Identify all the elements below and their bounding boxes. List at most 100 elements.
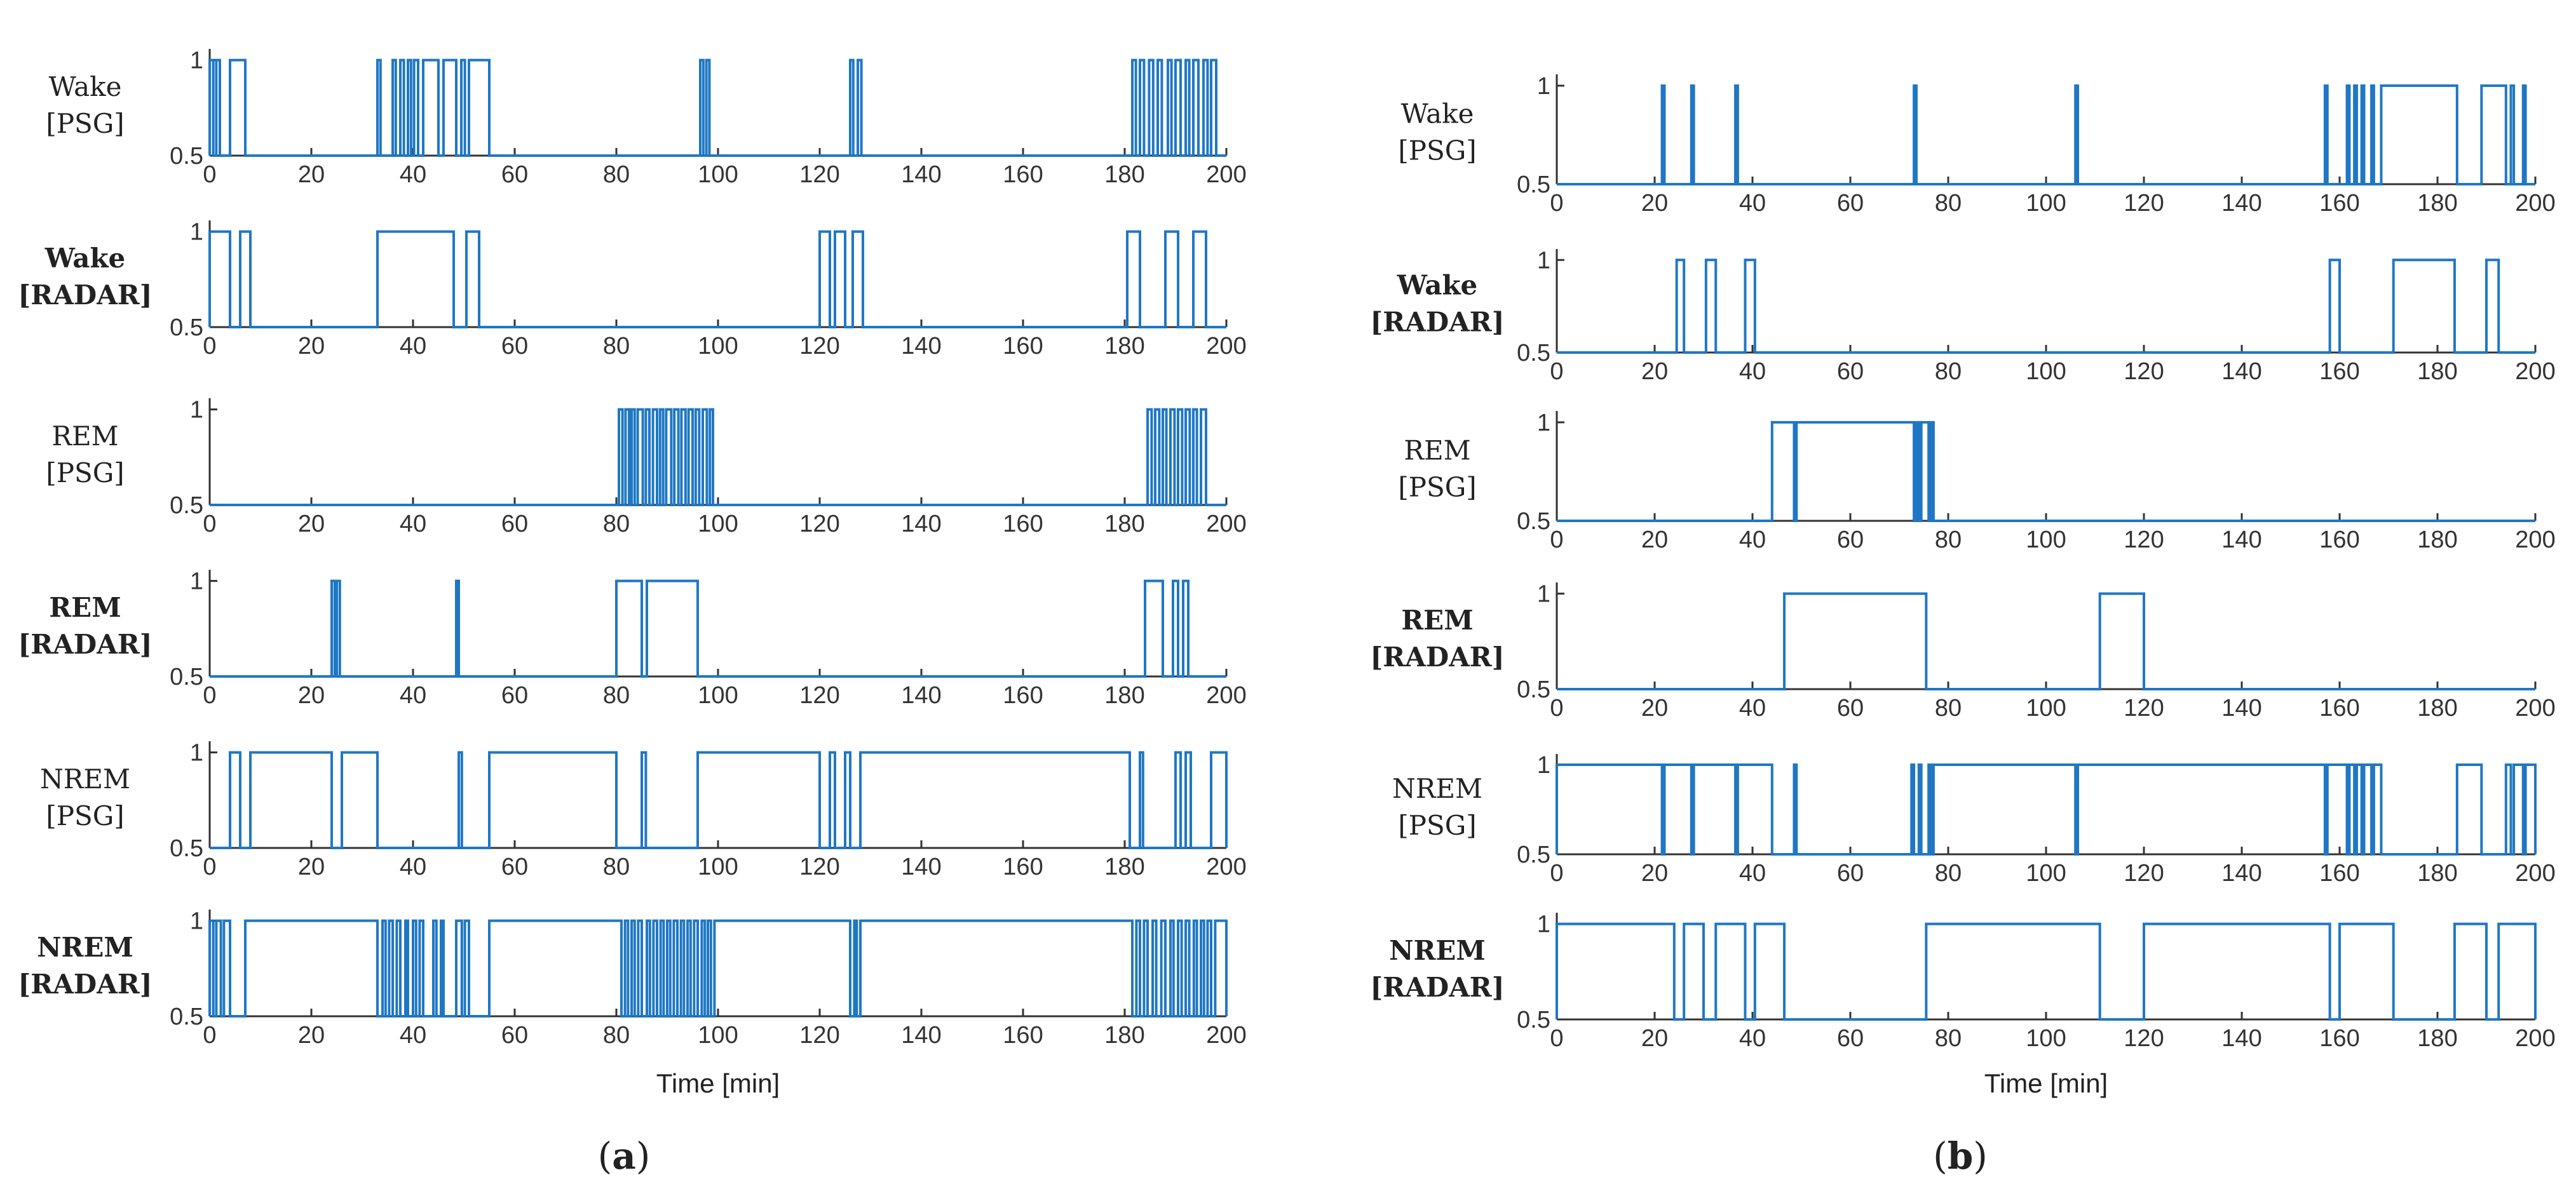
x-tick-label-140: 140 xyxy=(901,854,941,880)
x-tick-label-140: 140 xyxy=(901,1022,941,1049)
x-tick-label-40: 40 xyxy=(1739,190,1766,217)
series-trace-nrem-radar xyxy=(1556,922,2537,1021)
x-tick-label-80: 80 xyxy=(1935,527,1962,553)
x-tick-label-180: 180 xyxy=(1104,1022,1144,1049)
y-tick-label-low: 0.5 xyxy=(1517,508,1550,535)
x-tick-label-120: 120 xyxy=(2124,695,2164,722)
y-axis-label-wake-psg-line-2: [PSG] xyxy=(1398,135,1476,166)
x-tick-label-40: 40 xyxy=(400,854,426,880)
x-tick-label-80: 80 xyxy=(603,333,630,360)
y-axis-label-wake-psg-line-1: Wake xyxy=(49,71,122,102)
y-tick-label-high: 1 xyxy=(1537,410,1550,436)
x-tick-label-160: 160 xyxy=(2319,1025,2359,1052)
y-tick-label-low: 0.5 xyxy=(170,492,203,519)
x-tick-label-160: 160 xyxy=(1003,854,1043,880)
x-tick-label-20: 20 xyxy=(1641,190,1668,217)
x-tick-label-120: 120 xyxy=(2124,527,2164,553)
x-tick-label-100: 100 xyxy=(698,682,738,709)
x-tick-label-200: 200 xyxy=(1206,1022,1246,1049)
x-tick-label-200: 200 xyxy=(1206,511,1246,537)
x-tick-label-120: 120 xyxy=(799,1022,839,1049)
x-tick-label-120: 120 xyxy=(2124,358,2164,385)
x-tick-label-80: 80 xyxy=(603,511,630,537)
x-tick-label-100: 100 xyxy=(698,1022,738,1049)
y-tick-label-high: 1 xyxy=(1537,581,1550,608)
y-tick-label-low: 0.5 xyxy=(1517,340,1550,366)
x-tick-label-60: 60 xyxy=(501,854,528,880)
x-tick-label-200: 200 xyxy=(2515,860,2555,887)
x-tick-label-140: 140 xyxy=(901,161,941,188)
x-tick-label-200: 200 xyxy=(1206,161,1246,188)
y-axis-label-rem-psg-line-1: REM xyxy=(1404,435,1470,466)
x-tick-label-160: 160 xyxy=(1003,682,1043,709)
series-trace-nrem-radar xyxy=(208,919,1228,1018)
panel-label-part: b xyxy=(1948,1134,1974,1178)
y-axis-label-nrem-psg-line-1: NREM xyxy=(1392,773,1482,804)
x-tick-label-20: 20 xyxy=(1641,358,1668,385)
x-tick-label-0: 0 xyxy=(203,1022,216,1049)
series-trace-nrem-psg xyxy=(1556,763,2537,856)
y-tick-label-high: 1 xyxy=(190,48,203,74)
y-tick-label-low: 0.5 xyxy=(1517,676,1550,703)
subplot-wake-psg: Wake [PSG] 0.5 1 0 20 40 60 80 100 120 140 160 180 200 xyxy=(1398,73,2555,217)
x-tick-label-160: 160 xyxy=(2319,358,2359,385)
x-tick-label-40: 40 xyxy=(1739,695,1766,722)
x-tick-label-20: 20 xyxy=(1641,860,1668,887)
x-tick-label-100: 100 xyxy=(698,511,738,537)
y-axis-label-wake-psg-line-1: Wake xyxy=(1401,98,1474,130)
y-tick-label-low: 0.5 xyxy=(170,1004,203,1030)
x-tick-label-80: 80 xyxy=(1935,190,1962,217)
y-tick-label-high: 1 xyxy=(1537,73,1550,100)
x-tick-label-180: 180 xyxy=(1104,511,1144,537)
panel-b: Wake[PSG]0.510 20 40 60 80 100 120 140 160 180 200… xyxy=(1370,73,2555,1178)
x-tick-label-20: 20 xyxy=(298,333,325,360)
y-tick-label-high: 1 xyxy=(190,908,203,935)
x-tick-label-0: 0 xyxy=(1550,860,1563,887)
x-tick-label-160: 160 xyxy=(1003,161,1043,188)
subplot-nrem-radar: NREM [RADAR] 0.5 1 0 20 40 60 80 100 120 140 160 180 2… xyxy=(18,908,1246,1049)
x-tick-label-160: 160 xyxy=(1003,511,1043,537)
y-tick-label-high: 1 xyxy=(190,740,203,767)
x-tick-label-40: 40 xyxy=(400,161,426,188)
x-tick-label-100: 100 xyxy=(2026,190,2066,217)
y-tick-label-high: 1 xyxy=(1537,752,1550,779)
series-trace-wake-psg xyxy=(208,58,1226,157)
x-tick-label-100: 100 xyxy=(2026,860,2066,887)
x-tick-label-20: 20 xyxy=(298,511,325,537)
y-axis-label-rem-radar-line-2: [RADAR] xyxy=(1370,642,1504,673)
x-tick-label-120: 120 xyxy=(2124,860,2164,887)
x-tick-label-40: 40 xyxy=(1739,1025,1766,1052)
x-tick-label-60: 60 xyxy=(501,1022,528,1049)
x-tick-label-200: 200 xyxy=(2515,695,2555,722)
series-trace-wake-radar xyxy=(208,230,1226,328)
x-tick-label-100: 100 xyxy=(698,161,738,188)
x-tick-label-40: 40 xyxy=(400,1022,426,1049)
subplot-nrem-psg: NREM [PSG] 0.5 1 0 20 40 60 80 100 120 140 160 180 200 xyxy=(40,740,1247,880)
x-tick-label-100: 100 xyxy=(698,854,738,880)
y-axis-label-rem-psg-line-2: [PSG] xyxy=(1398,472,1476,503)
x-tick-label-200: 200 xyxy=(1206,854,1246,880)
x-axis-title: Time [min] xyxy=(656,1068,780,1098)
panel-label: (b) xyxy=(1933,1134,1988,1178)
x-tick-label-120: 120 xyxy=(2124,190,2164,217)
y-axis-label-wake-radar-line-1: Wake xyxy=(1397,270,1478,301)
y-axis-label-rem-psg-line-2: [PSG] xyxy=(46,457,124,488)
series-trace-wake-radar xyxy=(1557,259,2535,354)
series-trace-rem-radar xyxy=(210,579,1226,678)
x-tick-label-20: 20 xyxy=(298,161,325,188)
x-tick-label-180: 180 xyxy=(2417,527,2457,553)
y-axis-label-nrem-radar-line-2: [RADAR] xyxy=(18,969,152,1000)
x-tick-label-40: 40 xyxy=(1739,860,1766,887)
y-tick-label-high: 1 xyxy=(190,397,203,424)
y-axis-label-wake-radar-line-2: [RADAR] xyxy=(1370,307,1504,338)
x-tick-label-40: 40 xyxy=(400,333,426,360)
y-tick-label-low: 0.5 xyxy=(170,143,203,170)
x-axis-title: Time [min] xyxy=(1984,1068,2108,1098)
y-axis-label-rem-radar-line-2: [RADAR] xyxy=(18,629,152,660)
y-tick-label-low: 0.5 xyxy=(170,314,203,341)
x-tick-label-0: 0 xyxy=(1550,527,1563,553)
x-tick-label-140: 140 xyxy=(2221,1025,2261,1052)
series-trace-rem-psg xyxy=(1557,420,2535,522)
x-tick-label-180: 180 xyxy=(2417,695,2457,722)
